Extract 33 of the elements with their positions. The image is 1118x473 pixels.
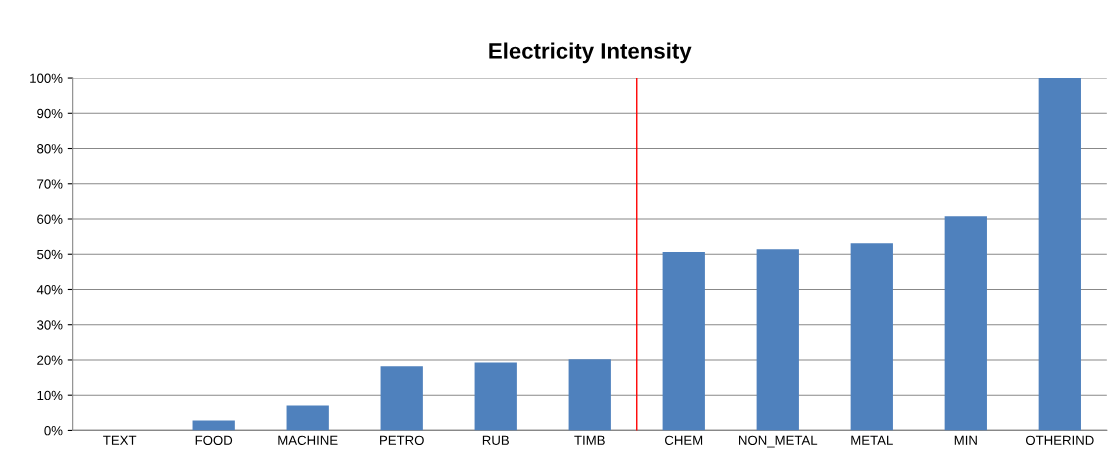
x-tick-label: CHEM [665,435,703,445]
x-tick-label: MIN [954,435,977,445]
y-tick-label: 20% [37,355,63,365]
y-tick-label: 70% [37,179,63,189]
x-tick-label: FOOD [195,435,233,445]
x-tick-label: RUB [482,435,509,445]
x-tick-label: METAL [851,435,893,445]
y-tick-label: 60% [37,214,63,224]
y-tick-label: 30% [37,320,63,330]
y-tick-label: 40% [36,285,63,295]
x-tick-label: MACHINE [278,435,338,445]
bar [474,362,517,431]
x-tick-label: OTHERIND [1025,435,1094,445]
y-tick-label: 0% [44,426,63,436]
x-tick-label: TEXT [103,435,137,445]
bar [944,216,987,431]
x-tick-label: PETRO [380,435,424,445]
y-tick-label: 100% [30,73,63,83]
bar [380,366,423,431]
chart-title: Electricity Intensity [489,42,692,64]
x-tick-label: TIMB [574,435,605,445]
bar [192,420,235,431]
y-tick-label: 90% [37,108,63,119]
x-tick-label: NON_METAL [739,435,818,448]
bar [850,243,893,431]
bar [662,252,705,431]
y-tick-label: 80% [37,144,63,154]
y-tick-label: 10% [37,390,63,401]
bar [286,405,329,431]
bar [568,359,611,431]
y-tick-label: 50% [37,249,63,260]
bar [756,249,799,431]
bar [1038,78,1081,431]
